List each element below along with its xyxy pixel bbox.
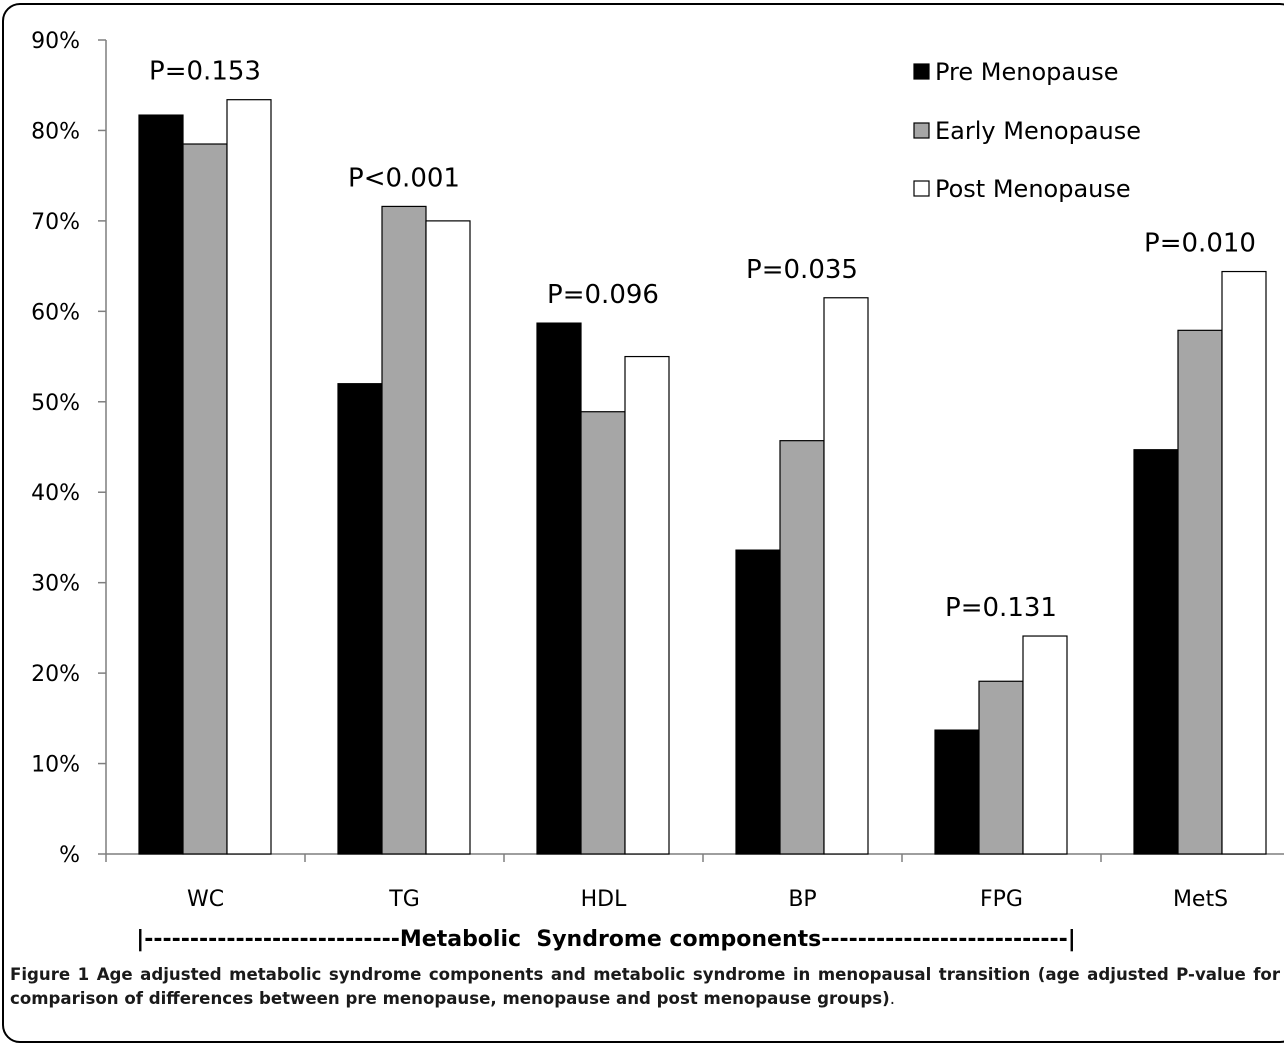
bar [934,729,980,855]
y-tick-label: 20% [31,662,80,687]
legend-swatch [913,180,930,197]
bar [138,114,184,855]
x-tick-label: HDL [581,887,627,912]
p-value-label: P=0.096 [547,280,659,310]
caption-end: . [889,989,895,1008]
bar [735,549,781,855]
bar-chart: % 10% 20% 30% 40% 50% 60% 70% 80% 90% WC TG HDL BP FP… [31,29,1284,952]
x-tick-label: WC [187,887,224,912]
bar [823,297,869,855]
p-value-label: P=0.153 [149,57,261,87]
x-axis-title: |----------------------------Metabolic S… [136,927,1076,952]
bars [138,99,1267,855]
bar [1177,329,1223,855]
legend-label: Pre Menopause [935,58,1119,86]
caption-text: Age adjusted metabolic syndrome componen… [10,965,1281,1008]
p-value-labels: P=0.153 P<0.001 P=0.096 P=0.035 P=0.131 P=0.0… [149,57,1256,623]
legend: Pre Menopause Early Menopause Post Menopau… [913,58,1141,203]
y-tick-label: 80% [31,119,80,144]
x-axis: WC TG HDL BP FPG MetS [105,853,1284,912]
bar [536,322,582,855]
bar [182,143,228,855]
bar [226,99,272,855]
y-tick-label: 30% [31,572,80,597]
legend-label: Early Menopause [935,117,1141,145]
figure-caption: Figure 1 Age adjusted metabolic syndrome… [10,963,1280,1011]
x-tick-label: BP [788,887,816,912]
x-tick-label: MetS [1173,887,1228,912]
bar [580,411,626,855]
x-tick-label: TG [388,887,420,912]
y-axis: % 10% 20% 30% 40% 50% 60% 70% 80% 90% [31,29,107,868]
bar [381,205,427,855]
bar [624,355,670,855]
p-value-label: P=0.131 [945,593,1057,623]
y-tick-label: 40% [31,481,80,506]
p-value-label: P<0.001 [348,163,460,193]
x-tick-label: FPG [980,887,1023,912]
y-tick-label: 50% [31,391,80,416]
legend-swatch [913,122,930,139]
y-tick-label: 70% [31,210,80,235]
y-tick-label: 10% [31,753,80,778]
caption-figure-label: Figure 1 [10,965,90,984]
bar [1221,270,1267,855]
bar [779,440,825,855]
bar [337,383,383,855]
legend-swatch [913,63,930,80]
legend-label: Post Menopause [935,175,1131,203]
y-tick-label: 60% [31,300,80,325]
p-value-label: P=0.010 [1144,229,1256,259]
bar [978,680,1024,855]
bar [1022,635,1068,855]
y-tick-label: 90% [31,29,80,54]
y-tick-label: % [59,843,80,868]
bar [1133,449,1179,855]
p-value-label: P=0.035 [746,255,858,285]
bar [425,220,471,855]
